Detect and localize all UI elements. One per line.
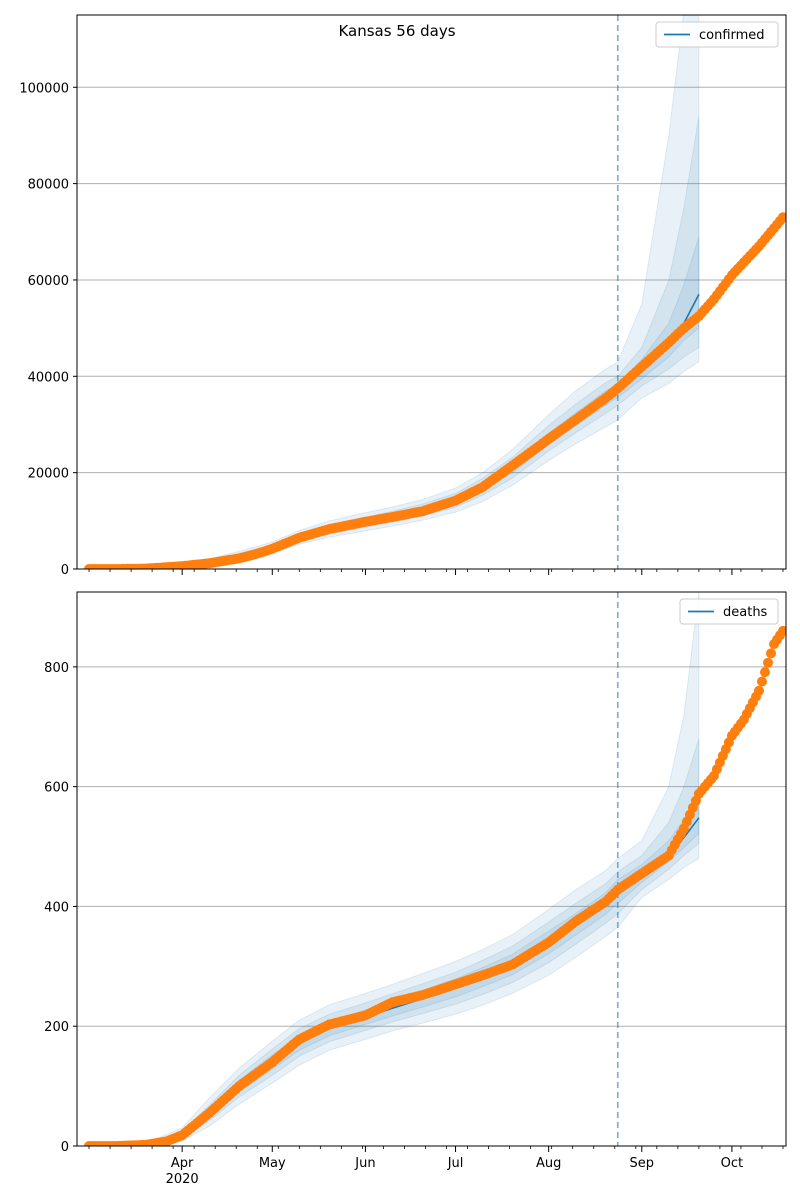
x-tick-label: Aug bbox=[536, 1156, 561, 1171]
y-tick-label: 600 bbox=[44, 781, 69, 796]
uncertainty-band bbox=[116, 797, 700, 1146]
observed-point bbox=[760, 667, 770, 678]
uncertainty-band bbox=[116, 592, 700, 1146]
legend-label: deaths bbox=[723, 605, 768, 620]
chart-panel-1: 0 20000 40000 60000 80000 100000 Kansas 56 day… bbox=[19, 14, 787, 578]
observed-point bbox=[778, 625, 786, 636]
uncertainty-band bbox=[116, 738, 700, 1146]
x-tick-label: Jul bbox=[447, 1156, 464, 1171]
y-tick-label: 0 bbox=[61, 563, 69, 578]
legend-box bbox=[655, 21, 779, 48]
observed-point bbox=[757, 676, 767, 687]
uncertainty-band bbox=[116, 116, 700, 569]
x-tick-label: Apr bbox=[171, 1156, 194, 1171]
x-tick-label: Sep bbox=[630, 1156, 655, 1171]
y-tick-label: 100000 bbox=[19, 81, 69, 96]
y-tick-label: 60000 bbox=[28, 274, 69, 289]
y-tick-label: 40000 bbox=[28, 370, 69, 385]
plot-data bbox=[84, 15, 786, 569]
series-line-confirmed bbox=[116, 294, 700, 569]
uncertainty-band bbox=[116, 15, 700, 569]
legend-label: confirmed bbox=[699, 28, 765, 43]
y-tick-label: 80000 bbox=[28, 178, 69, 193]
legend-box bbox=[679, 598, 779, 625]
y-tick-label: 0 bbox=[61, 1140, 69, 1155]
x-tick-label: 2020 bbox=[166, 1172, 199, 1187]
x-tick-label: May bbox=[259, 1156, 286, 1171]
axes-frame bbox=[76, 591, 787, 1147]
chart-title: Kansas 56 days bbox=[338, 22, 455, 40]
observed-point bbox=[766, 648, 776, 659]
y-tick-label: 200 bbox=[44, 1020, 69, 1035]
axes-frame bbox=[76, 14, 787, 570]
plot-data bbox=[84, 592, 786, 1146]
observed-point bbox=[754, 685, 764, 696]
observed-point bbox=[778, 212, 786, 223]
y-tick-label: 800 bbox=[44, 661, 69, 676]
observed-point bbox=[763, 657, 773, 668]
x-tick-label: Oct bbox=[721, 1156, 743, 1171]
x-tick-label: Jun bbox=[354, 1156, 375, 1171]
y-tick-label: 400 bbox=[44, 900, 69, 915]
y-tick-label: 20000 bbox=[28, 467, 69, 482]
